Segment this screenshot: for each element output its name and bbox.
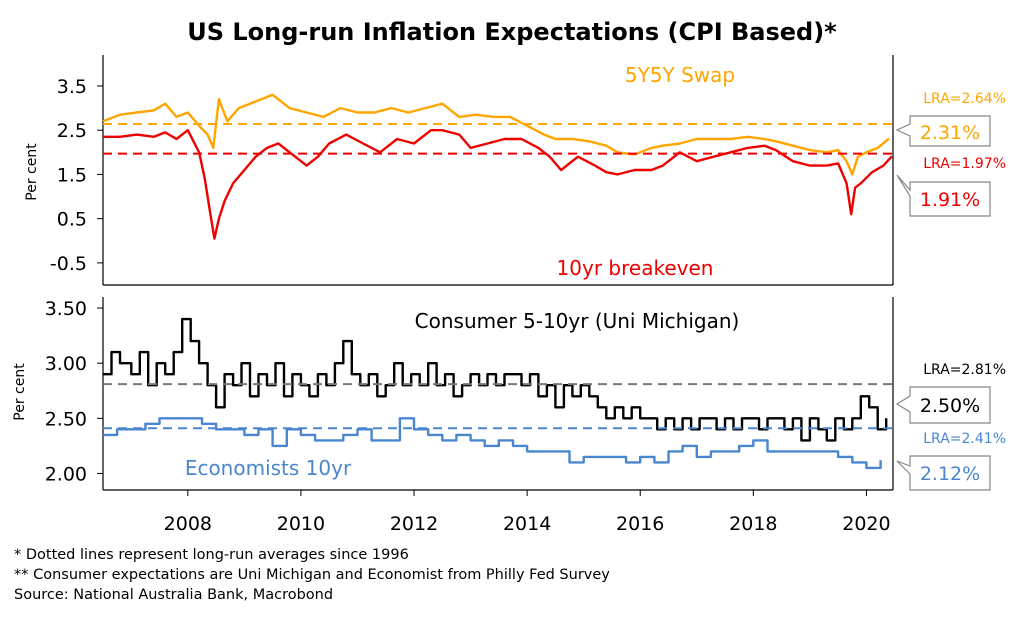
top-series-line-1 — [103, 129, 893, 240]
footnote-1: * Dotted lines represent long-run averag… — [14, 547, 409, 563]
breakeven-series-label: 10yr breakeven — [557, 256, 714, 280]
chart-svg: US Long-run Inflation Expectations (CPI … — [12, 18, 1006, 535]
footnotes: * Dotted lines represent long-run averag… — [14, 545, 610, 605]
economists-series-label: Economists 10yr — [185, 456, 352, 480]
top-y-tick-label: 0.5 — [57, 209, 87, 231]
x-tick-label: 2012 — [390, 513, 438, 535]
lra-economists-label: LRA=2.41% — [923, 431, 1006, 447]
footnote-3: Source: National Australia Bank, Macrobo… — [14, 587, 334, 603]
latest-economists-callout — [896, 455, 991, 491]
latest-breakeven-value: 1.91% — [920, 189, 980, 211]
lra-swap-label: LRA=2.64% — [923, 91, 1006, 107]
bottom-annotations: LRA=2.81% 2.50% LRA=2.41% 2.12% — [895, 362, 1006, 491]
latest-consumer-callout — [895, 386, 991, 424]
top-y-tick-label: 1.5 — [57, 164, 87, 186]
top-series-line-0 — [102, 93, 890, 176]
bottom-panel: Per cent 3.50 3.00 2.50 2.00 Consumer 5-10y… — [12, 297, 894, 535]
latest-breakeven-callout — [896, 174, 991, 217]
top-panel: Per cent 3.5 2.5 1.5 0.5 -0.5 5Y5Y Swap 10yr… — [24, 55, 894, 286]
bottom-y-tick-label: 3.00 — [45, 353, 87, 375]
x-tick-label: 2008 — [164, 513, 212, 535]
swap-series-label: 5Y5Y Swap — [625, 63, 735, 87]
latest-consumer-value: 2.50% — [920, 395, 980, 417]
lra-consumer-label: LRA=2.81% — [923, 362, 1006, 378]
latest-swap-callout — [895, 115, 991, 147]
bottom-y-tick-label: 3.50 — [45, 298, 87, 320]
bottom-series — [103, 317, 893, 470]
bottom-y-label: Per cent — [12, 363, 28, 421]
bottom-y-ticks: 3.50 3.00 2.50 2.00 — [45, 298, 103, 485]
bottom-y-tick-label: 2.00 — [45, 463, 87, 485]
lra-breakeven-label: LRA=1.97% — [923, 156, 1006, 172]
top-y-tick-label: -0.5 — [50, 253, 87, 275]
top-series — [102, 93, 893, 240]
bottom-series-line-0 — [103, 317, 888, 442]
x-tick-label: 2010 — [277, 513, 325, 535]
x-axis-ticks: 2008 2010 2012 2014 2016 2018 2020 — [164, 490, 891, 535]
bottom-y-tick-label: 2.50 — [45, 408, 87, 430]
latest-swap-value: 2.31% — [920, 122, 980, 144]
latest-economists-value: 2.12% — [920, 463, 980, 485]
x-tick-label: 2018 — [729, 513, 777, 535]
x-tick-label: 2014 — [503, 513, 551, 535]
top-y-label: Per cent — [24, 143, 40, 201]
chart-title: US Long-run Inflation Expectations (CPI … — [187, 18, 837, 46]
top-y-tick-label: 3.5 — [57, 76, 87, 98]
top-annotations: LRA=2.64% 2.31% LRA=1.97% 1.91% — [895, 91, 1006, 217]
bottom-series-line-1 — [103, 417, 882, 470]
top-y-tick-label: 2.5 — [57, 120, 87, 142]
footnote-2: ** Consumer expectations are Uni Michiga… — [14, 567, 610, 583]
top-y-ticks: 3.5 2.5 1.5 0.5 -0.5 — [50, 76, 103, 275]
consumer-series-label: Consumer 5-10yr (Uni Michigan) — [415, 309, 740, 333]
x-tick-label: 2016 — [616, 513, 664, 535]
x-tick-label: 2020 — [842, 513, 890, 535]
